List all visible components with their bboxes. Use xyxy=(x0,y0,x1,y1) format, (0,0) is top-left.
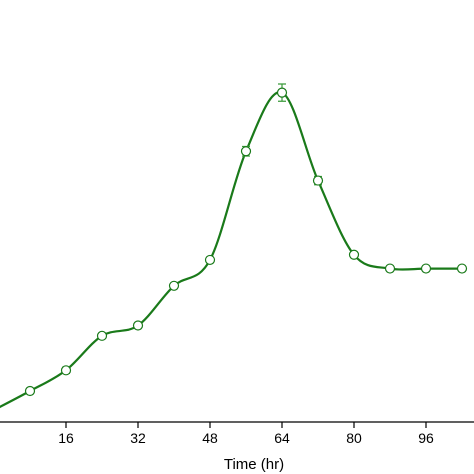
x-tick-label: 48 xyxy=(202,430,218,446)
data-point xyxy=(132,320,144,331)
x-tick-label: 80 xyxy=(346,430,362,446)
data-point xyxy=(348,249,360,260)
data-markers xyxy=(24,83,468,397)
data-point xyxy=(456,263,468,274)
x-tick-label: 64 xyxy=(274,430,290,446)
series-line xyxy=(0,91,462,409)
data-point xyxy=(204,254,216,266)
data-point xyxy=(240,146,252,157)
x-tick-label: 32 xyxy=(130,430,146,446)
data-point xyxy=(168,280,180,291)
x-axis-title: Time (hr) xyxy=(224,456,284,473)
plot-area xyxy=(0,83,468,409)
x-tick-label: 16 xyxy=(58,430,74,446)
data-point xyxy=(96,330,108,341)
data-point xyxy=(60,365,72,376)
data-point xyxy=(276,87,288,98)
x-tick-label: 96 xyxy=(418,430,434,446)
data-point xyxy=(24,385,36,397)
data-point xyxy=(420,263,432,274)
x-axis-ticks: 16 32 48 64 80 96 xyxy=(58,422,434,446)
data-point xyxy=(312,175,324,186)
data-point xyxy=(384,263,396,274)
